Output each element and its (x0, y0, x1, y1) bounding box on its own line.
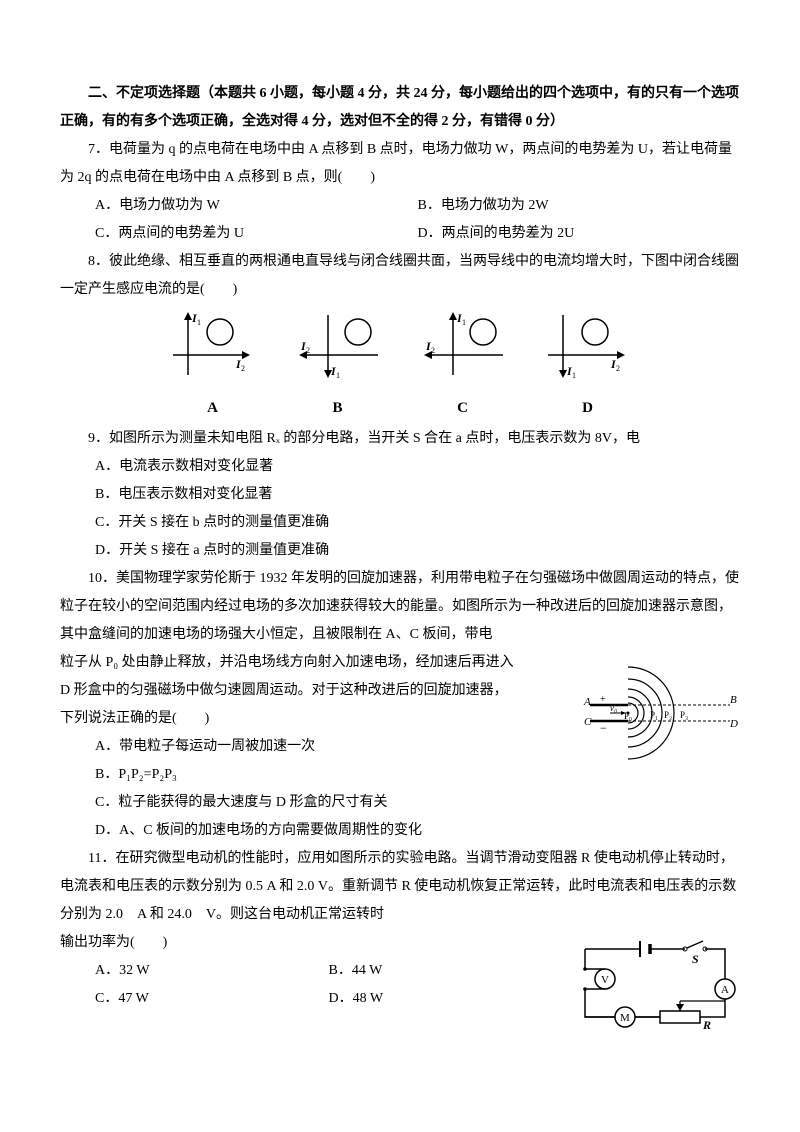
q10-opt-b: B．P₁P₂=P₂P₃ (60, 761, 740, 789)
svg-text:1: 1 (197, 318, 201, 327)
q8-diag-d: I1 I2 D (543, 310, 633, 423)
svg-text:1: 1 (462, 318, 466, 327)
svg-text:B: B (730, 694, 737, 706)
q8-label-d: D (543, 393, 633, 423)
q11-opt-d: D．48 W (329, 985, 563, 1013)
q11-opt-a: A．32 W (95, 957, 329, 985)
svg-text:v₀: v₀ (610, 703, 617, 713)
q7-opt-c: C．两点间的电势差为 U (95, 220, 418, 248)
svg-text:1: 1 (336, 371, 340, 380)
svg-text:P₃: P₃ (680, 710, 688, 720)
q11-opts-row2: C．47 W D．48 W (60, 985, 562, 1013)
q8-diag-a-svg: I1 I2 (168, 310, 258, 380)
svg-text:2: 2 (616, 364, 620, 373)
q7-opt-d: D．两点间的电势差为 2U (418, 220, 741, 248)
q11-opt-b: B．44 W (329, 957, 563, 985)
svg-text:C: C (584, 716, 592, 728)
q7-opt-a: A．电场力做功为 W (95, 192, 418, 220)
q8-diag-d-svg: I1 I2 (543, 310, 633, 380)
q9-opt-a: A．电流表示数相对变化显著 (60, 453, 740, 481)
svg-text:M: M (620, 1012, 630, 1024)
q9-opt-c: C．开关 S 接在 b 点时的测量值更准确 (60, 509, 740, 537)
svg-text:2: 2 (241, 364, 245, 373)
q7-opt-b: B．电场力做功为 2W (418, 192, 741, 220)
q11-opt-c: C．47 W (95, 985, 329, 1013)
q10-opt-d: D．A、C 板间的加速电场的方向需要做周期性的变化 (60, 817, 740, 845)
svg-text:P₀: P₀ (624, 711, 632, 721)
q8-stem: 8．彼此绝缘、相互垂直的两根通电直导线与闭合线圈共面，当两导线中的电流均增大时，… (60, 248, 740, 304)
svg-text:2: 2 (306, 346, 310, 355)
q8-diag-b-svg: I2 I1 (293, 310, 383, 380)
q9-opt-d: D．开关 S 接在 a 点时的测量值更准确 (60, 537, 740, 565)
q11-opts-row1: A．32 W B．44 W (60, 957, 562, 985)
q8-label-a: A (168, 393, 258, 423)
q11-block: 11．在研究微型电动机的性能时，应用如图所示的实验电路。当调节滑动变阻器 R 使… (60, 845, 740, 1029)
q8-diag-c: I1 I2 C (418, 310, 508, 423)
q7-opts-row1: A．电场力做功为 W B．电场力做功为 2W (60, 192, 740, 220)
svg-text:+: + (600, 694, 606, 705)
q8-diagrams: I1 I2 A I2 I1 B I1 I2 C (60, 310, 740, 423)
q10-figure: + − A C B D v₀ P₀ P₁ P₂ P₃ (580, 653, 740, 763)
svg-text:A: A (721, 984, 729, 996)
q7-stem: 7．电荷量为 q 的点电荷在电场中由 A 点移到 B 点时，电场力做功 W，两点… (60, 136, 740, 192)
svg-text:2: 2 (431, 346, 435, 355)
section-header: 二、不定项选择题（本题共 6 小题，每小题 4 分，共 24 分，每小题给出的四… (60, 80, 740, 136)
q8-diag-a: I1 I2 A (168, 310, 258, 423)
svg-text:1: 1 (572, 371, 576, 380)
q11-figure: S A R V M (570, 929, 740, 1029)
q10-stem1: 10．美国物理学家劳伦斯于 1932 年发明的回旋加速器，利用带电粒子在匀强磁场… (60, 565, 740, 649)
svg-text:R: R (702, 1018, 711, 1029)
svg-text:−: − (600, 721, 607, 735)
q8-diag-c-svg: I1 I2 (418, 310, 508, 380)
svg-text:P₂: P₂ (664, 710, 672, 720)
svg-text:V: V (601, 974, 609, 986)
q8-diag-b: I2 I1 B (293, 310, 383, 423)
svg-text:S: S (692, 952, 699, 966)
q9-opt-b: B．电压表示数相对变化显著 (60, 481, 740, 509)
svg-text:D: D (729, 718, 738, 730)
q8-label-c: C (418, 393, 508, 423)
svg-text:A: A (583, 696, 591, 708)
q11-stem: 11．在研究微型电动机的性能时，应用如图所示的实验电路。当调节滑动变阻器 R 使… (60, 845, 740, 929)
q10-opt-c: C．粒子能获得的最大速度与 D 形盒的尺寸有关 (60, 789, 740, 817)
q9-stem: 9．如图所示为测量未知电阻 Rₓ 的部分电路，当开关 S 合在 a 点时，电压表… (60, 425, 740, 453)
q7-opts-row2: C．两点间的电势差为 U D．两点间的电势差为 2U (60, 220, 740, 248)
q8-label-b: B (293, 393, 383, 423)
q10-block: 10．美国物理学家劳伦斯于 1932 年发明的回旋加速器，利用带电粒子在匀强磁场… (60, 565, 740, 845)
svg-text:P₁: P₁ (650, 710, 658, 720)
